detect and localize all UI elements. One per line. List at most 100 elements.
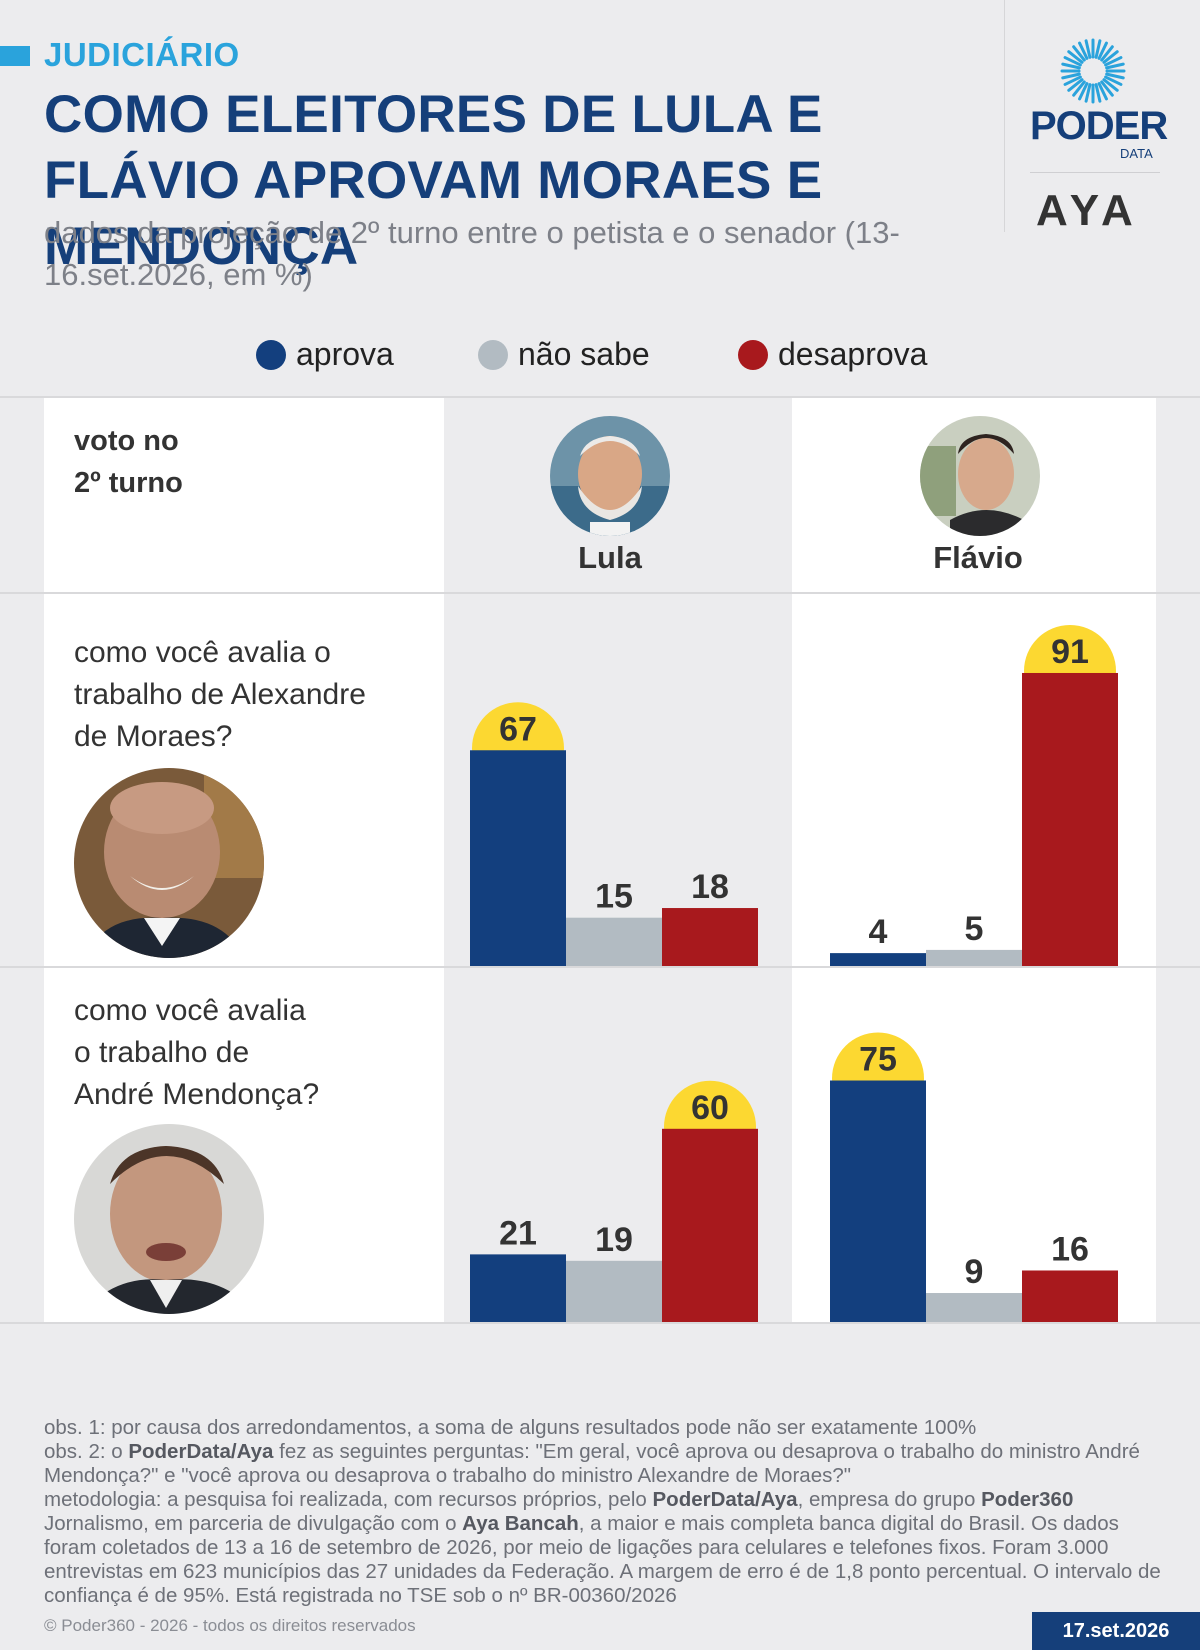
note-text: fez as seguintes perguntas: "Em geral, v… [44,1440,1140,1487]
question-line: como você avalia [74,994,306,1027]
bar-value-label: 5 [965,910,984,948]
note-bold: PoderData/Aya [128,1440,274,1463]
bar-lula-2 [662,1128,758,1322]
vote-header-line: 2º turno [74,467,183,499]
bar-value-label: 15 [595,878,633,916]
legend-item-nao-sabe: não sabe [478,336,650,373]
sun-ray [1105,72,1125,80]
aya-logo: AYA [1036,186,1139,235]
sun-ray [1078,82,1089,101]
legend-label: não sabe [518,336,650,372]
bar-flávio-1 [926,949,1022,966]
note-text: , a maior e mais completa banca digital … [44,1512,1161,1607]
section-kicker: JUDICIÁRIO [44,36,240,73]
page-title: COMO ELEITORES DE LULA E FLÁVIO APROVAM … [44,85,823,276]
vote-header-line: voto no [74,425,179,457]
legend-label: aprova [296,336,394,372]
sun-ray [1100,45,1114,62]
legend-item-aprova: aprova [256,336,394,373]
brand-divider [1004,0,1005,232]
bar-flávio-2 [1022,1270,1118,1322]
bar-lula-1 [566,917,662,966]
moraes-photo [74,768,264,958]
poderdata-logo-text: PODER [1030,104,1168,148]
question-line: de Moraes? [74,720,233,753]
bar-value-label: 16 [1051,1230,1089,1268]
note-text: Jornalismo, em parceria de divulgação co… [44,1512,463,1535]
bar-lula-1 [566,1260,662,1322]
poderdata-logo-subtext: DATA [1120,146,1153,161]
bar-value-label: 19 [595,1221,633,1259]
question-mendonca: como você avalia o trabalho de André Men… [74,990,434,1116]
question-moraes: como você avalia o trabalho de Alexandre… [74,632,434,758]
bar-flávio-0 [830,953,926,966]
sun-ray [1094,83,1102,103]
bar-value-label: 91 [1051,633,1089,671]
sun-ray [1072,45,1086,62]
table-top-rule [0,396,1200,398]
note-text: , empresa do grupo [797,1488,982,1511]
bar-value-label: 60 [691,1089,729,1127]
sun-ray [1067,78,1084,92]
methodology-notes: obs. 1: por causa dos arredondamentos, a… [44,1416,1164,1608]
note-bold: Aya Bancah [462,1512,579,1535]
note-text: obs. 2: o [44,1440,129,1463]
bar-value-label: 9 [965,1253,984,1291]
table-row-rule [0,966,1200,968]
bar-flávio-0 [830,1080,926,1322]
legend-swatch [256,339,286,370]
bar-value-label: 67 [499,710,537,748]
question-line: trabalho de Alexandre [74,678,366,711]
date-badge: 17.set.2026 [1032,1612,1200,1650]
note-obs2: obs. 2: o PoderData/Aya fez as seguintes… [44,1440,1164,1488]
candidate-name-flavio: Flávio [933,540,1023,575]
sun-ray [1104,56,1123,67]
note-text: metodologia: a pesquisa foi realizada, c… [44,1488,653,1511]
flavio-avatar [920,416,1040,536]
bar-value-label: 4 [869,913,888,951]
note-methodology: metodologia: a pesquisa foi realizada, c… [44,1488,1164,1608]
table-bottom-rule [0,1322,1200,1324]
note-bold: Poder360 [981,1488,1074,1511]
sun-ray [1078,41,1089,60]
question-line: André Mendonça? [74,1078,320,1111]
sun-ray [1063,56,1082,67]
brand-separator [1030,172,1160,173]
page-subtitle: dados da projeção de 2º turno entre o pe… [44,215,900,292]
sun-ray [1102,78,1119,92]
sun-ray [1102,50,1119,64]
question-line: o trabalho de [74,1036,250,1069]
bar-flávio-2 [1022,672,1118,966]
legend-label: desaprova [778,336,928,372]
sun-ray [1061,62,1081,70]
candidate-name-lula: Lula [578,540,642,575]
sun-ray [1104,75,1123,86]
sun-ray [1067,50,1084,64]
bar-value-label: 21 [499,1214,537,1252]
bar-lula-2 [662,908,758,966]
legend-item-desaprova: desaprova [738,336,927,373]
question-line: como você avalia o [74,636,331,669]
bar-lula-0 [470,1254,566,1322]
bar-lula-0 [470,750,566,966]
sun-ray [1100,80,1114,97]
bar-value-label: 18 [691,868,729,906]
sun-ray [1094,39,1102,59]
legend-swatch [738,339,768,370]
bar-value-label: 75 [859,1041,897,1079]
note-bold: PoderData/Aya [652,1488,798,1511]
sun-ray [1084,83,1092,103]
header-label-cell [44,398,444,592]
note-obs1: obs. 1: por causa dos arredondamentos, a… [44,1416,977,1439]
sun-ray [1084,39,1092,59]
poderdata-sun-logo-icon [1060,38,1126,104]
legend-swatch [478,339,508,370]
sun-ray [1072,80,1086,97]
sun-ray [1061,72,1081,80]
sun-ray [1105,62,1125,70]
vote-header-label: voto no 2º turno [74,420,183,504]
bar-flávio-1 [926,1293,1022,1322]
table-row-rule [0,592,1200,594]
kicker-marker [0,46,30,66]
